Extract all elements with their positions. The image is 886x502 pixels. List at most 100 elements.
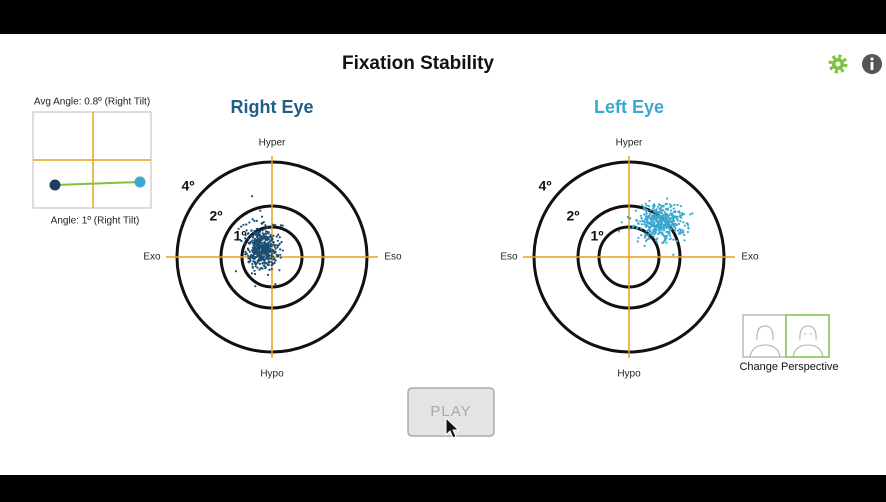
fixation-point — [627, 216, 629, 218]
fixation-point — [255, 251, 257, 253]
fixation-point — [264, 241, 266, 243]
fixation-point — [664, 239, 666, 241]
fixation-point — [256, 246, 258, 248]
fixation-point — [275, 251, 277, 253]
fixation-point — [240, 240, 242, 242]
fixation-point — [640, 234, 642, 236]
fixation-point — [647, 233, 649, 235]
play-label: PLAY — [430, 403, 471, 420]
fixation-point — [656, 238, 658, 240]
fixation-point — [667, 231, 669, 233]
fixation-point — [272, 244, 274, 246]
fixation-point — [641, 223, 643, 225]
perspective-toggle[interactable] — [743, 315, 829, 357]
fixation-point — [656, 224, 658, 226]
info-icon[interactable] — [862, 54, 882, 74]
fixation-point — [266, 262, 268, 264]
fixation-point — [274, 224, 276, 226]
fixation-point — [661, 205, 663, 207]
fixation-point — [280, 257, 282, 259]
fixation-point — [271, 253, 273, 255]
fixation-point — [250, 229, 252, 231]
fixation-point — [650, 234, 652, 236]
fixation-point — [683, 213, 685, 215]
ring-label: 1º — [234, 228, 247, 244]
fixation-point — [666, 213, 668, 215]
fixation-point — [645, 203, 647, 205]
fixation-point — [681, 232, 683, 234]
fixation-point — [653, 222, 655, 224]
gear-hole — [836, 62, 841, 67]
fixation-point — [253, 255, 255, 257]
fixation-point — [643, 220, 645, 222]
fixation-point — [646, 213, 648, 215]
fixation-point — [244, 242, 246, 244]
fixation-point — [261, 216, 263, 218]
fixation-point — [689, 213, 691, 215]
fixation-point — [660, 222, 662, 224]
fixation-point — [684, 225, 686, 227]
fixation-point — [670, 228, 672, 230]
fixation-point — [680, 205, 682, 207]
fixation-point — [645, 240, 647, 242]
fixation-point — [649, 217, 651, 219]
fixation-point — [246, 229, 248, 231]
fixation-point — [264, 251, 266, 253]
axis-top: Hyper — [259, 138, 286, 149]
fixation-point — [666, 197, 668, 199]
fixation-point — [262, 262, 264, 264]
fixation-point — [640, 217, 642, 219]
fixation-point — [272, 241, 274, 243]
fixation-point — [657, 220, 659, 222]
fixation-point — [252, 218, 254, 220]
fixation-point — [660, 209, 662, 211]
fixation-point — [269, 258, 271, 260]
fixation-point — [657, 206, 659, 208]
fixation-point — [277, 234, 279, 236]
fixation-point — [660, 218, 662, 220]
fixation-point — [679, 215, 681, 217]
fixation-point — [260, 259, 262, 261]
fixation-point — [247, 238, 249, 240]
ring-label: 4º — [182, 178, 195, 194]
fixation-point — [650, 209, 652, 211]
fixation-point — [652, 219, 654, 221]
fixation-point — [673, 208, 675, 210]
fixation-point — [264, 247, 266, 249]
fixation-point — [670, 237, 672, 239]
fixation-point — [271, 250, 273, 252]
fixation-point — [664, 219, 666, 221]
fixation-point — [621, 221, 623, 223]
fixation-point — [274, 283, 276, 285]
fixation-point — [678, 223, 680, 225]
fixation-point — [668, 227, 670, 229]
fixation-point — [259, 210, 261, 212]
axis-right: Exo — [741, 252, 759, 263]
axis-left: Exo — [143, 252, 161, 263]
fixation-point — [253, 230, 255, 232]
fixation-point — [244, 237, 246, 239]
fixation-point — [679, 233, 681, 235]
fixation-point — [682, 221, 684, 223]
fixation-point — [249, 251, 251, 253]
fixation-point — [263, 221, 265, 223]
fixation-point — [279, 248, 281, 250]
fixation-point — [245, 223, 247, 225]
fixation-point — [265, 239, 267, 241]
fixation-point — [266, 226, 268, 228]
fixation-point — [672, 254, 674, 256]
avg-angle: Avg Angle: 0.8º (Right Tilt) — [34, 97, 150, 108]
fixation-point — [267, 245, 269, 247]
fixation-point — [650, 223, 652, 225]
fixation-point — [646, 205, 648, 207]
fixation-point — [258, 238, 260, 240]
fixation-point — [658, 228, 660, 230]
fixation-point — [260, 267, 262, 269]
fixation-point — [253, 249, 255, 251]
fixation-point — [653, 235, 655, 237]
fixation-point — [252, 260, 254, 262]
fixation-point — [268, 262, 270, 264]
left-eye-dot — [135, 177, 146, 188]
fixation-point — [271, 261, 273, 263]
settings-icon[interactable] — [831, 57, 846, 72]
